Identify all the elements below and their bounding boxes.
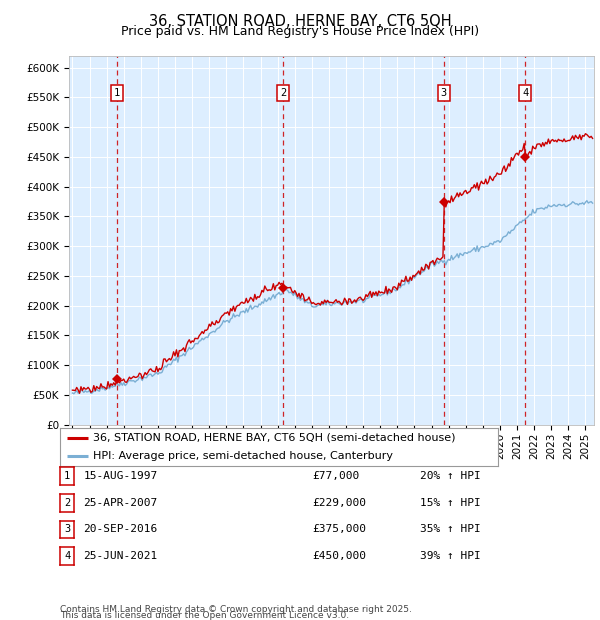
- Text: £450,000: £450,000: [312, 551, 366, 561]
- Text: 1: 1: [114, 87, 121, 98]
- Text: 4: 4: [522, 87, 529, 98]
- Text: 20-SEP-2016: 20-SEP-2016: [83, 525, 158, 534]
- Text: 15-AUG-1997: 15-AUG-1997: [83, 471, 158, 481]
- Text: HPI: Average price, semi-detached house, Canterbury: HPI: Average price, semi-detached house,…: [93, 451, 393, 461]
- Text: 2: 2: [280, 87, 286, 98]
- Text: This data is licensed under the Open Government Licence v3.0.: This data is licensed under the Open Gov…: [60, 611, 349, 620]
- Text: 36, STATION ROAD, HERNE BAY, CT6 5QH: 36, STATION ROAD, HERNE BAY, CT6 5QH: [149, 14, 451, 29]
- Text: 4: 4: [64, 551, 70, 561]
- Text: 35% ↑ HPI: 35% ↑ HPI: [420, 525, 481, 534]
- Text: 25-APR-2007: 25-APR-2007: [83, 498, 158, 508]
- Text: 25-JUN-2021: 25-JUN-2021: [83, 551, 158, 561]
- Text: £229,000: £229,000: [312, 498, 366, 508]
- Text: £77,000: £77,000: [312, 471, 359, 481]
- Text: 15% ↑ HPI: 15% ↑ HPI: [420, 498, 481, 508]
- Text: 20% ↑ HPI: 20% ↑ HPI: [420, 471, 481, 481]
- Text: 2: 2: [64, 498, 70, 508]
- Text: 39% ↑ HPI: 39% ↑ HPI: [420, 551, 481, 561]
- Text: 3: 3: [441, 87, 447, 98]
- Text: Price paid vs. HM Land Registry's House Price Index (HPI): Price paid vs. HM Land Registry's House …: [121, 25, 479, 38]
- Text: 36, STATION ROAD, HERNE BAY, CT6 5QH (semi-detached house): 36, STATION ROAD, HERNE BAY, CT6 5QH (se…: [93, 433, 455, 443]
- Text: 1: 1: [64, 471, 70, 481]
- Text: Contains HM Land Registry data © Crown copyright and database right 2025.: Contains HM Land Registry data © Crown c…: [60, 604, 412, 614]
- Text: £375,000: £375,000: [312, 525, 366, 534]
- Text: 3: 3: [64, 525, 70, 534]
